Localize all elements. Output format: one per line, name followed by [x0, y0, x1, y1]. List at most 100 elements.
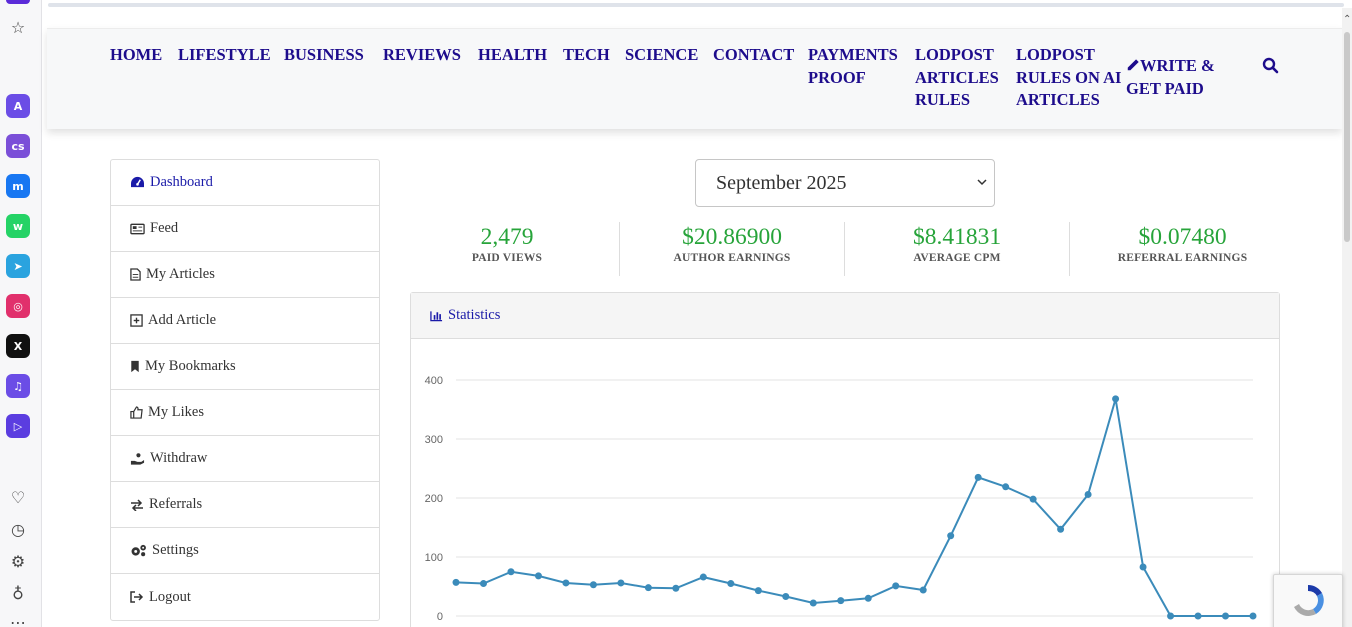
menu-item-settings[interactable]: Settings [111, 528, 379, 574]
data-point[interactable] [1002, 483, 1010, 491]
dashboard-icon [131, 176, 144, 188]
heart-icon[interactable]: ♡ [10, 487, 26, 507]
data-point[interactable] [507, 568, 515, 576]
data-point[interactable] [644, 584, 652, 592]
nav-write-get-paid[interactable]: WRITE & GET PAID [1126, 55, 1236, 100]
data-point[interactable] [672, 584, 680, 592]
data-point[interactable] [479, 580, 487, 588]
recaptcha-icon [1294, 584, 1324, 616]
data-point[interactable] [1029, 495, 1037, 503]
menu-item-logout[interactable]: Logout [111, 574, 379, 620]
data-point[interactable] [1222, 612, 1230, 620]
nav-contact[interactable]: CONTACT [713, 45, 795, 64]
data-point[interactable] [534, 572, 542, 580]
data-point[interactable] [1167, 612, 1175, 620]
more-icon[interactable]: ⋯ [10, 612, 26, 627]
messenger-icon[interactable]: m [6, 174, 30, 198]
scroll-up-icon[interactable]: ⌃ [1343, 14, 1352, 25]
stat-label: PAID VIEWS [471, 252, 543, 264]
data-point[interactable] [589, 581, 597, 589]
bar-chart-icon [430, 310, 443, 321]
music-icon[interactable]: ♫ [6, 374, 30, 398]
data-point[interactable] [562, 579, 570, 587]
stat-author-earnings: $20.86900 AUTHOR EARNINGS [620, 222, 845, 276]
month-select[interactable]: September 2025 [695, 159, 995, 207]
menu-item-withdraw[interactable]: Withdraw [111, 436, 379, 482]
gears-icon [131, 544, 146, 557]
statistics-title: Statistics [448, 307, 501, 323]
data-point[interactable] [782, 593, 790, 601]
data-point[interactable] [1139, 563, 1147, 571]
nav-lodpost-articles-rules[interactable]: LODPOST ARTICLES RULES [915, 45, 999, 109]
plus-square-icon [130, 314, 143, 327]
menu-item-my-bookmarks[interactable]: My Bookmarks [111, 344, 379, 390]
menu-item-label: Add Article [148, 312, 217, 328]
y-tick-label: 0 [437, 611, 443, 623]
y-tick-label: 400 [425, 375, 443, 387]
data-point[interactable] [1057, 525, 1065, 533]
data-point[interactable] [1084, 490, 1092, 498]
data-point[interactable] [919, 586, 927, 594]
stat-value: $0.07480 [1138, 224, 1227, 250]
page-scrollbar[interactable]: ⌃ [1342, 8, 1352, 627]
nav-lodpost-rules-ai[interactable]: LODPOST RULES ON AI ARTICLES [1016, 45, 1122, 109]
lightbulb-icon[interactable]: ♁ [12, 583, 24, 603]
data-point[interactable] [892, 582, 900, 590]
nav-lifestyle[interactable]: LIFESTYLE [178, 45, 271, 64]
menu-item-referrals[interactable]: Referrals [111, 482, 379, 528]
data-point[interactable] [864, 594, 872, 602]
search-icon[interactable] [1262, 57, 1280, 75]
scrollbar-thumb[interactable] [1344, 32, 1350, 242]
nav-science[interactable]: SCIENCE [625, 45, 699, 64]
recaptcha-badge[interactable] [1273, 574, 1343, 627]
chevron-down-icon [977, 179, 987, 186]
settings-icon[interactable]: ⚙ [10, 551, 26, 571]
data-point[interactable] [1249, 612, 1257, 620]
instagram-icon[interactable]: ◎ [6, 294, 30, 318]
data-point[interactable] [809, 599, 817, 607]
menu-item-add-article[interactable]: Add Article [111, 298, 379, 344]
stat-value: $8.41831 [912, 224, 1002, 250]
nav-business[interactable]: BUSINESS [284, 45, 364, 64]
nav-tech[interactable]: TECH [563, 45, 610, 64]
data-point[interactable] [1194, 612, 1202, 620]
data-point[interactable] [1112, 395, 1120, 403]
menu-item-label: My Likes [148, 404, 204, 420]
data-point[interactable] [837, 597, 845, 605]
data-point[interactable] [699, 573, 707, 581]
data-point[interactable] [452, 578, 460, 586]
star-icon[interactable]: ☆ [10, 17, 26, 37]
nav-payments-proof[interactable]: PAYMENTS PROOF [808, 45, 898, 87]
menu-item-my-articles[interactable]: My Articles [111, 252, 379, 298]
hand-money-icon [130, 452, 145, 465]
x-twitter-icon[interactable]: X [6, 334, 30, 358]
telegram-icon[interactable]: ➤ [6, 254, 30, 278]
stat-value: $20.86900 [682, 224, 782, 250]
data-point[interactable] [947, 532, 955, 540]
player-icon[interactable]: ▷ [6, 414, 30, 438]
data-point[interactable] [617, 579, 625, 587]
nav-home[interactable]: HOME [110, 45, 163, 64]
menu-item-my-likes[interactable]: My Likes [111, 390, 379, 436]
data-point[interactable] [727, 580, 735, 588]
aria-app-icon[interactable]: A [6, 94, 30, 118]
series-line [455, 398, 1253, 617]
stat-label: AVERAGE CPM [913, 252, 1001, 264]
menu-item-dashboard[interactable]: Dashboard [111, 160, 379, 206]
data-point[interactable] [754, 587, 762, 595]
y-tick-label: 200 [425, 493, 443, 505]
pencil-icon [1127, 59, 1139, 71]
data-point[interactable] [974, 473, 982, 481]
menu-item-label: Dashboard [150, 174, 213, 190]
stat-paid-views: 2,479 PAID VIEWS [395, 222, 620, 276]
y-tick-label: 300 [425, 434, 443, 446]
file-icon [130, 268, 141, 281]
history-icon[interactable]: ◷ [11, 519, 25, 539]
whatsapp-icon[interactable]: w [6, 214, 30, 238]
browser-sidebar: ☆ A cs m w ➤ ◎ X ♫ ▷ ♡ ◷ ⚙ ♁ ⋯ [0, 0, 42, 627]
nav-reviews[interactable]: REVIEWS [383, 45, 461, 64]
nav-health[interactable]: HEALTH [478, 45, 548, 64]
menu-item-feed[interactable]: Feed [111, 206, 379, 252]
cs-app-icon[interactable]: cs [6, 134, 30, 158]
